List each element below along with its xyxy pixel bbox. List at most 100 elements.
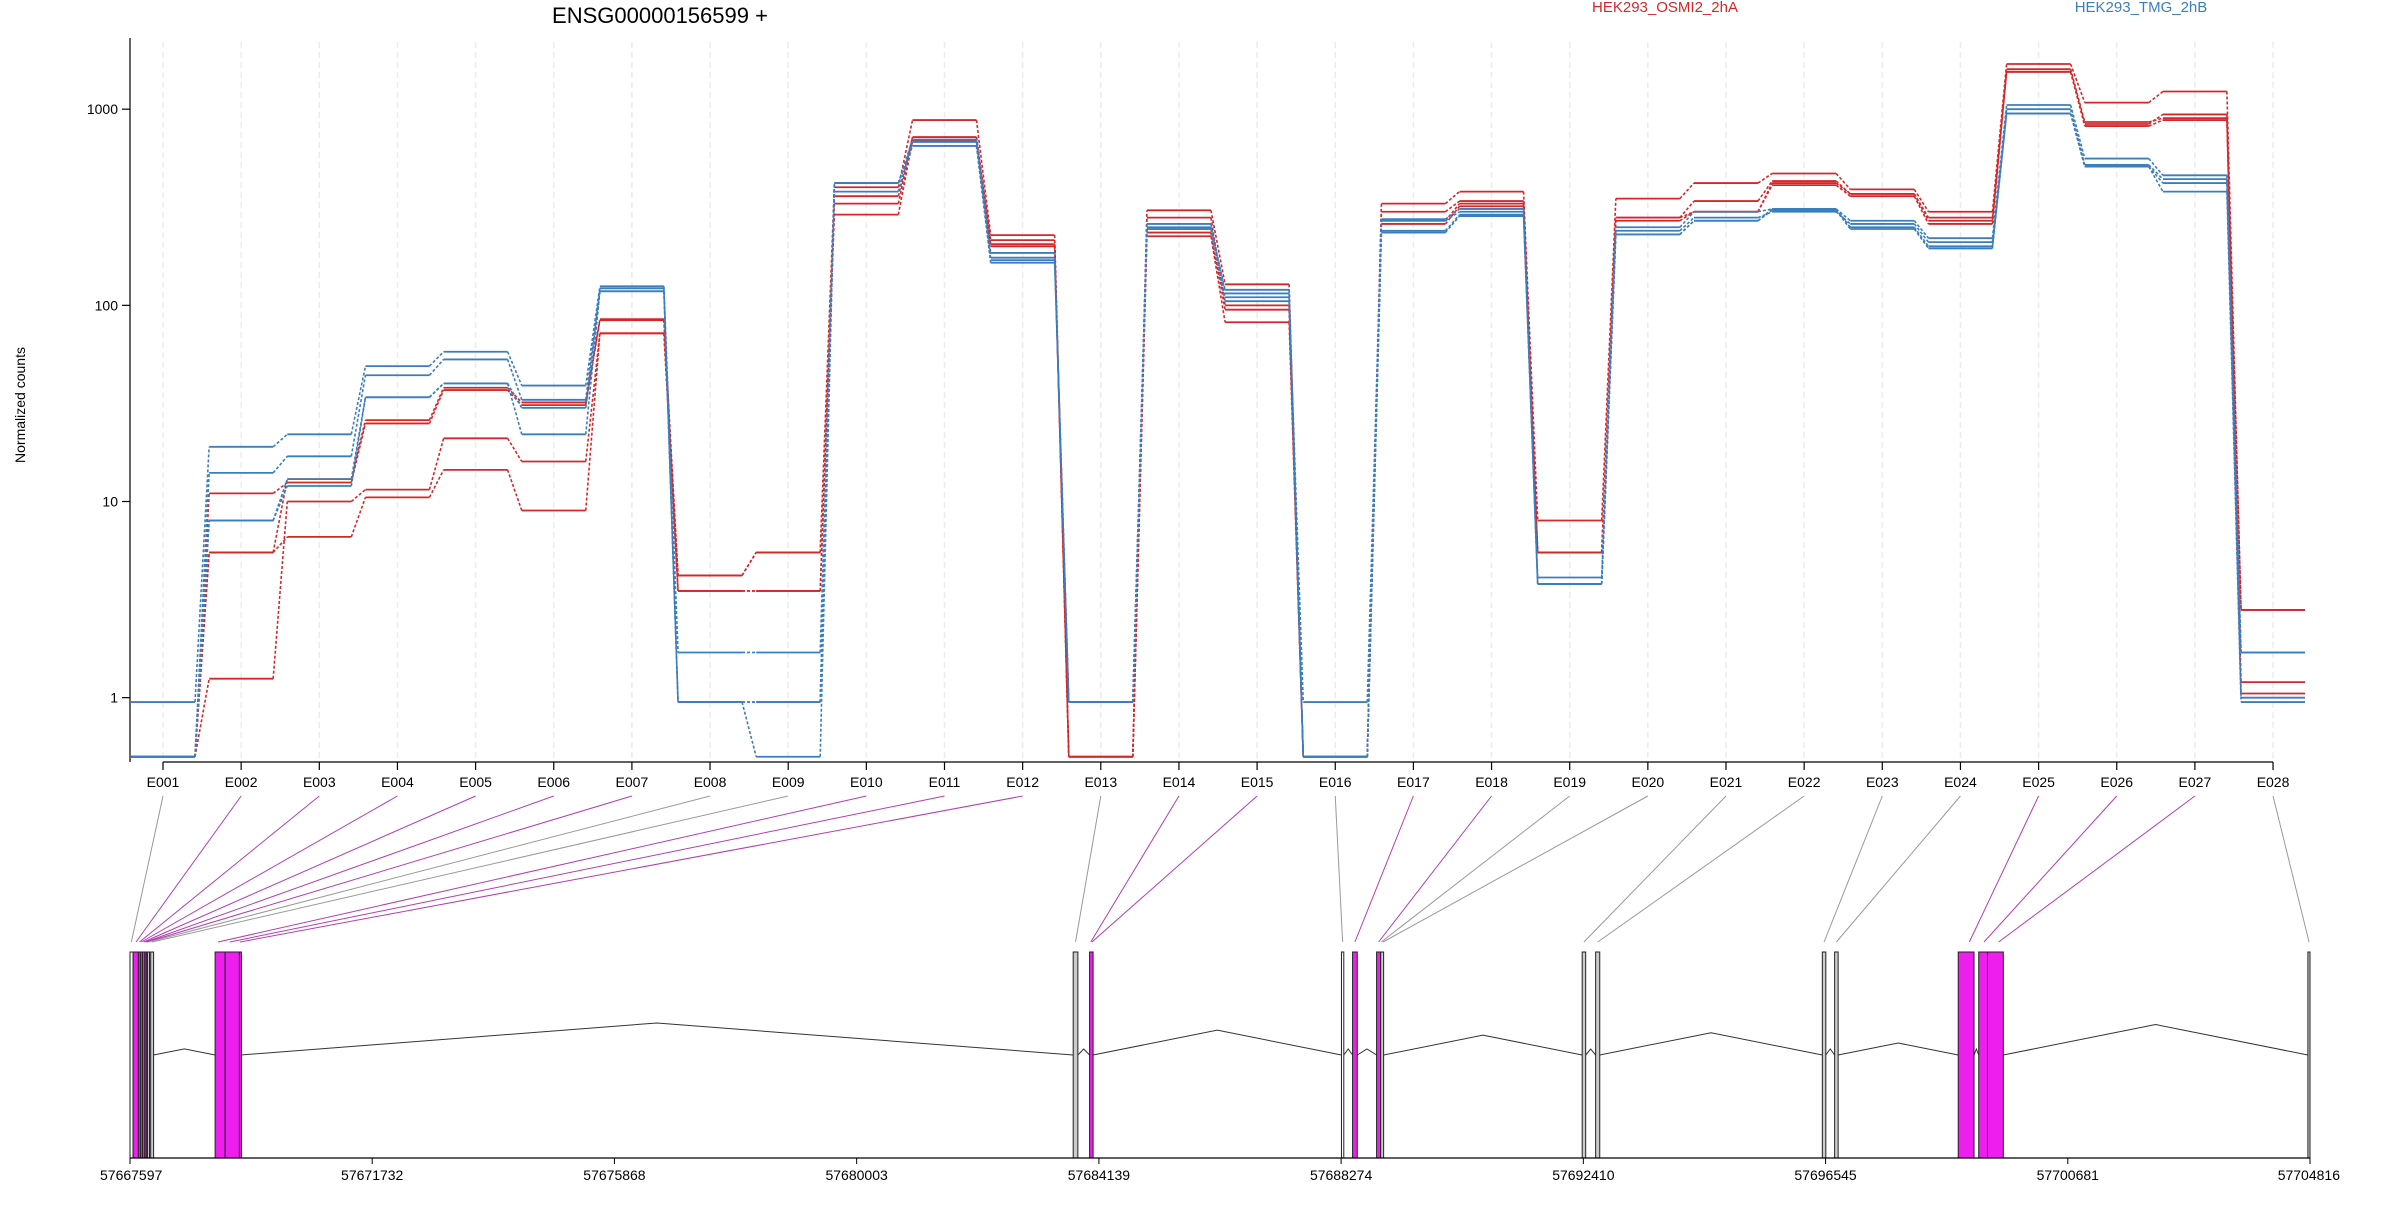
data-transition [1444, 205, 1461, 225]
data-transition [2069, 71, 2086, 127]
data-transition [2148, 166, 2164, 184]
genomic-coordinate-label: 57704816 [2278, 1167, 2341, 1183]
exon-box [238, 951, 242, 1159]
data-transition [1053, 260, 1070, 703]
genomic-coordinate-label: 57671732 [341, 1167, 404, 1183]
data-transition [1444, 215, 1461, 234]
exon-box [132, 951, 139, 1159]
exon-link-e026 [1983, 795, 2118, 943]
data-transition [1757, 208, 1773, 213]
y-tick-label: 1 [110, 690, 118, 706]
exon-label-e027: E027 [2179, 774, 2212, 790]
exon-link-e015 [1091, 795, 1258, 943]
exon-label-e007: E007 [616, 774, 649, 790]
data-transition [584, 286, 601, 386]
data-transition [1679, 211, 1695, 228]
data-transition [1835, 182, 1851, 195]
data-transition [1444, 211, 1460, 222]
exon-label-e013: E013 [1084, 774, 1117, 790]
intron-line [240, 1022, 1074, 1056]
exon-box [1987, 951, 2004, 1159]
data-transition [2148, 113, 2164, 125]
exon-label-e028: E028 [2257, 774, 2290, 790]
data-transition [819, 183, 836, 703]
exon-link-e013 [1075, 795, 1102, 943]
intron-line [1599, 1032, 1823, 1056]
series-osmi2-2 [131, 70, 2306, 758]
exon-box [214, 951, 226, 1159]
exon-label-e001: E001 [147, 774, 180, 790]
data-transition [1288, 293, 1305, 757]
series-tmg-7 [131, 112, 2306, 758]
exon-box [1834, 951, 1839, 1159]
legend-entry-osmi2: HEK293_OSMI2_2hA [1592, 0, 1738, 16]
data-transition [428, 469, 445, 498]
exon-box [2307, 951, 2311, 1159]
gene-model [129, 951, 2311, 1159]
data-transition [1132, 236, 1148, 757]
data-transition [663, 291, 679, 703]
exon-link-e004 [141, 795, 398, 943]
exon-label-e017: E017 [1397, 774, 1430, 790]
data-transition [272, 536, 288, 553]
data-transition [1679, 211, 1695, 222]
exon-link-e020 [1382, 795, 1649, 943]
data-transition [1210, 228, 1226, 302]
data-transition [350, 488, 366, 503]
exon-label-e022: E022 [1788, 774, 1821, 790]
exon-link-e005 [143, 795, 476, 943]
series-tmg-5 [131, 108, 2306, 758]
data-transition [2069, 113, 2086, 167]
exon-link-e024 [1836, 795, 1961, 943]
exon-box [1821, 951, 1827, 1159]
data-transition [1991, 113, 2008, 249]
data-transition [2148, 158, 2164, 176]
data-transition [975, 137, 992, 241]
data-transition [1366, 232, 1383, 757]
exon-label-e004: E004 [381, 774, 414, 790]
data-transition [506, 469, 523, 511]
data-transition [741, 552, 757, 576]
exon-link-e001 [130, 795, 164, 943]
exon-tick-labels: E001 E002 E003 E004 E005 E006 E007 E008 E009 E010… [147, 774, 2290, 790]
data-transition [2226, 191, 2242, 703]
vertical-gridlines [162, 42, 2274, 762]
data-transition [1835, 211, 1851, 225]
exon-box [1380, 951, 1385, 1159]
intron-line [1838, 1042, 1959, 1056]
data-transition [1835, 172, 1851, 190]
exon-box [224, 951, 240, 1159]
data-transition [2069, 104, 2086, 159]
exon-box [150, 951, 155, 1159]
data-transition [428, 438, 445, 490]
exon-box [1978, 951, 1989, 1159]
data-transition [1679, 200, 1695, 219]
exon-box [1376, 951, 1382, 1159]
data-transition [1913, 220, 1930, 239]
genomic-coordinate-label: 57675868 [583, 1167, 646, 1183]
data-transition [1444, 190, 1461, 205]
exon-label-e003: E003 [303, 774, 336, 790]
series-osmi2-3 [131, 70, 2306, 758]
data-transition [2069, 63, 2086, 103]
data-transition [506, 383, 523, 435]
exon-label-e020: E020 [1631, 774, 1664, 790]
exon-label-e026: E026 [2100, 774, 2133, 790]
exon-link-e003 [139, 795, 320, 943]
data-transition [975, 119, 992, 236]
y-tick-label: 1000 [87, 101, 118, 117]
data-transition [2226, 120, 2242, 610]
intron-line [1343, 1048, 1353, 1056]
data-transition [897, 141, 914, 192]
series-osmi2-0 [131, 63, 2306, 758]
exon-label-e023: E023 [1866, 774, 1899, 790]
data-transition [975, 141, 992, 258]
data-transition [1679, 182, 1695, 200]
data-transition [1522, 203, 1539, 553]
data-transition [1444, 214, 1461, 232]
exon-box [1352, 951, 1358, 1159]
exon-label-e025: E025 [2022, 774, 2055, 790]
data-transition [584, 320, 601, 406]
